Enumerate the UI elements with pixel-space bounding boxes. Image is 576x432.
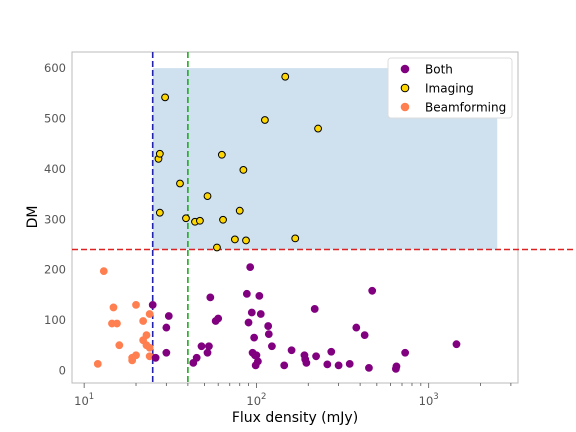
point-both xyxy=(287,346,296,355)
point-both xyxy=(365,363,373,372)
point-imaging xyxy=(213,243,221,252)
point-imaging xyxy=(281,72,290,81)
x-tick-label: 102 xyxy=(246,392,266,408)
legend-marker-both xyxy=(400,64,410,74)
point-both xyxy=(264,330,273,339)
point-both xyxy=(256,310,265,318)
y-tick-label: 600 xyxy=(44,61,66,75)
point-imaging xyxy=(217,150,226,159)
point-both xyxy=(452,340,461,349)
point-both xyxy=(264,322,273,330)
point-imaging xyxy=(161,93,169,102)
point-both xyxy=(164,312,173,320)
point-imaging xyxy=(231,235,239,244)
legend: Both Imaging Beamforming xyxy=(387,57,513,119)
y-tick-label: 200 xyxy=(44,263,66,277)
point-imaging xyxy=(155,149,164,158)
data-points xyxy=(93,72,461,373)
point-beamforming xyxy=(142,331,151,340)
y-axis-label: DM xyxy=(25,206,41,229)
point-both xyxy=(244,318,253,327)
point-beamforming xyxy=(115,341,124,350)
point-both xyxy=(250,333,259,342)
point-both xyxy=(214,314,223,323)
point-both xyxy=(205,342,213,351)
point-both xyxy=(151,353,160,362)
legend-label-beamforming: Beamforming xyxy=(425,101,506,115)
y-tick-label: 500 xyxy=(44,112,66,126)
point-imaging xyxy=(176,179,184,188)
point-both xyxy=(162,348,171,357)
legend-label-both: Both xyxy=(425,63,453,77)
point-both xyxy=(268,342,276,351)
x-axis-ticks: 101 102 103 xyxy=(74,383,512,408)
y-tick-label: 100 xyxy=(44,313,66,327)
point-both xyxy=(368,286,377,295)
point-both xyxy=(352,323,361,332)
x-axis-label: Flux density (mJy) xyxy=(232,410,358,426)
point-both xyxy=(254,357,262,366)
point-beamforming xyxy=(93,359,102,368)
legend-label-imaging: Imaging xyxy=(425,82,474,96)
y-tick-label: 400 xyxy=(44,162,66,176)
y-axis-ticks: 0 100 200 300 400 500 600 xyxy=(44,61,66,377)
point-both xyxy=(203,348,212,357)
y-tick-label: 300 xyxy=(44,212,66,226)
point-both xyxy=(392,362,401,371)
point-both xyxy=(345,359,354,368)
point-both xyxy=(310,305,319,313)
point-beamforming xyxy=(139,317,148,325)
point-beamforming xyxy=(132,301,140,309)
point-both xyxy=(312,352,320,361)
legend-marker-beamforming xyxy=(400,102,410,112)
point-both xyxy=(247,308,256,317)
point-both xyxy=(280,361,289,370)
point-imaging xyxy=(203,192,212,200)
legend-box xyxy=(387,57,513,119)
point-imaging xyxy=(291,234,300,243)
point-both xyxy=(162,323,171,332)
point-both xyxy=(327,347,336,356)
point-imaging xyxy=(242,236,250,245)
x-tick-label: 101 xyxy=(74,392,94,408)
point-both xyxy=(148,301,157,309)
point-beamforming xyxy=(145,310,154,318)
point-imaging xyxy=(182,214,190,223)
point-imaging xyxy=(235,206,244,215)
point-imaging xyxy=(155,208,164,217)
point-imaging xyxy=(219,215,227,224)
point-both xyxy=(255,291,264,300)
point-imaging xyxy=(314,124,322,133)
point-both xyxy=(302,358,311,367)
point-both xyxy=(197,342,206,351)
point-beamforming xyxy=(109,303,118,312)
x-tick-label: 103 xyxy=(419,392,439,408)
point-imaging xyxy=(196,216,204,225)
y-tick-label: 0 xyxy=(59,363,66,377)
point-beamforming xyxy=(145,343,154,352)
point-imaging xyxy=(239,165,248,174)
point-both xyxy=(192,353,201,362)
point-both xyxy=(242,289,251,298)
point-beamforming xyxy=(99,267,108,276)
point-beamforming xyxy=(132,351,140,360)
point-both xyxy=(360,331,369,340)
point-both xyxy=(206,293,215,302)
point-both xyxy=(246,263,255,272)
point-imaging xyxy=(261,116,269,124)
point-both xyxy=(323,360,332,369)
legend-marker-imaging xyxy=(400,83,410,93)
point-beamforming xyxy=(113,319,121,328)
point-both xyxy=(334,361,343,370)
point-both xyxy=(401,348,410,357)
